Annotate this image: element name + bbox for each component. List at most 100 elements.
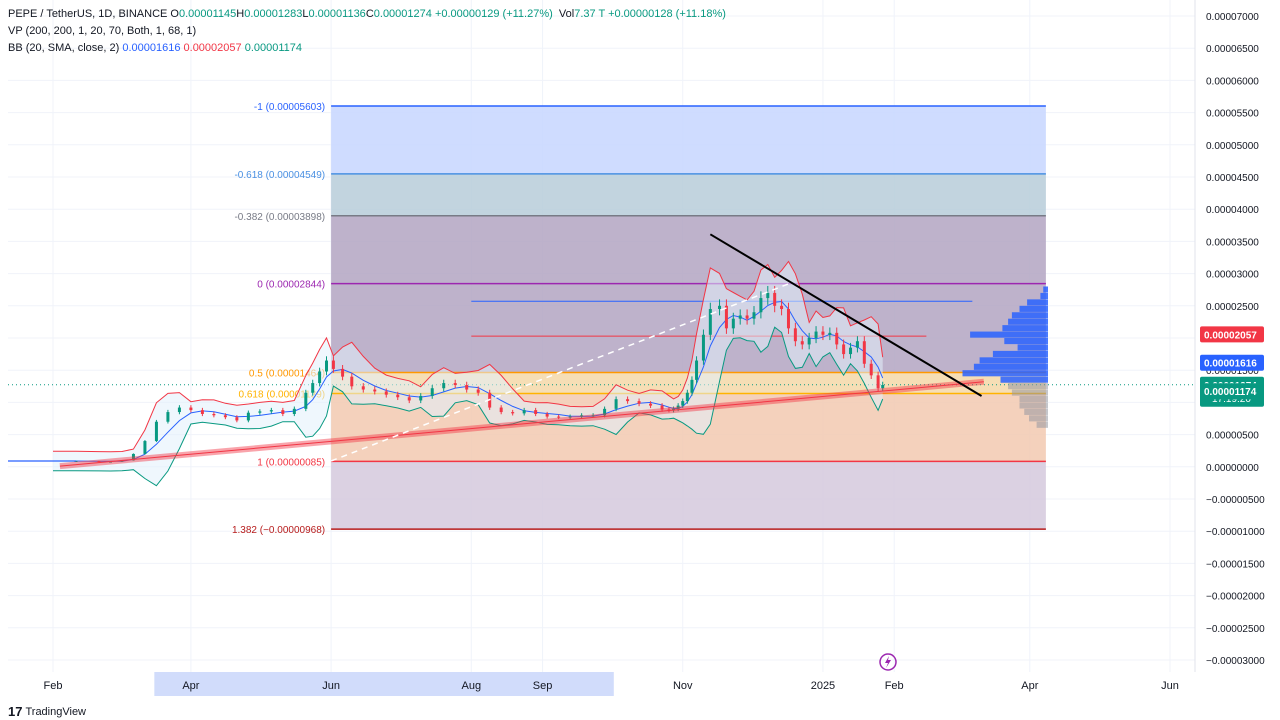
candle-body xyxy=(649,403,653,406)
candle-body xyxy=(465,385,469,390)
candle-body xyxy=(341,368,345,377)
candle-body xyxy=(855,341,859,348)
bb-band-fill xyxy=(53,261,883,486)
vp-bar xyxy=(973,363,1048,370)
y-tick-label: 0.00006000 xyxy=(1206,76,1259,87)
vp-bar xyxy=(1000,376,1048,383)
y-tick-label: −0.00001500 xyxy=(1206,559,1265,570)
vp-indicator-label[interactable]: VP (200, 200, 1, 20, 70, Both, 1, 68, 1) xyxy=(8,25,197,37)
ohlc-values: O0.00001145H0.00001283L0.00001136C0.0000… xyxy=(170,8,431,20)
x-tick-label: Sep xyxy=(533,680,553,692)
vp-bar xyxy=(1036,421,1048,428)
price-tag-3[interactable] xyxy=(1200,383,1264,400)
candle-body xyxy=(876,375,880,389)
y-tick-label: 0.00004000 xyxy=(1206,205,1259,216)
candle-body xyxy=(759,298,763,313)
candle-body xyxy=(476,389,480,393)
ohlc-value-h: 0.00001283 xyxy=(244,8,303,20)
candle-body xyxy=(568,416,572,418)
price-tag-label: 0.00001174 xyxy=(1204,387,1257,398)
candle-body xyxy=(246,412,250,421)
bb-upper-value: 0.00002057 xyxy=(183,42,242,54)
y-tick-label: 0.00003000 xyxy=(1206,270,1259,281)
bb-lower-line[interactable] xyxy=(53,326,884,487)
candle-body xyxy=(384,391,388,395)
vp-bar xyxy=(1011,389,1048,396)
bb-basis-value: 0.00001616 xyxy=(122,42,181,54)
candle-body xyxy=(828,332,832,335)
candle-body xyxy=(672,408,676,411)
trendline-dashed[interactable] xyxy=(330,283,789,462)
price-tag-0[interactable] xyxy=(1200,326,1264,343)
footer-brand[interactable]: 17 TradingView xyxy=(8,704,86,719)
lightning-icon[interactable] xyxy=(879,653,897,671)
fib-level-label-0: 0 (0.00002844) xyxy=(257,280,325,291)
fib-zone--0.618 xyxy=(331,173,1046,216)
candle-body xyxy=(807,338,811,345)
candle-body xyxy=(660,405,664,410)
candle-body xyxy=(800,341,804,345)
trendline-support[interactable] xyxy=(59,381,984,467)
candle-body xyxy=(708,309,712,335)
candle-body xyxy=(189,407,193,411)
fib-zone--0.382 xyxy=(331,215,1046,284)
x-tick-label: Aug xyxy=(462,680,482,692)
vp-legend-row[interactable]: VP (200, 200, 1, 20, 70, Both, 1, 68, 1) xyxy=(8,23,726,40)
candle-body xyxy=(814,331,818,338)
candle-body xyxy=(591,415,595,417)
fib-level-label--0.618: -0.618 (0.00004549) xyxy=(234,170,325,181)
candle-body xyxy=(396,394,400,398)
x-tick-label: 2025 xyxy=(811,680,835,692)
vp-bar xyxy=(1004,338,1048,345)
candle-body xyxy=(154,421,158,442)
candle-body xyxy=(676,405,680,409)
candle-body xyxy=(419,395,423,401)
candle-body xyxy=(614,399,618,409)
chart-legend: PEPE / TetherUS, 1D, BINANCE O0.00001145… xyxy=(8,6,726,57)
candle-body xyxy=(361,386,365,390)
bb-upper-line[interactable] xyxy=(53,260,884,453)
ohlc-key-o: O xyxy=(170,8,179,20)
candle-body xyxy=(430,388,434,396)
fib-zone-0 xyxy=(331,283,1046,373)
x-tick-label: Apr xyxy=(1021,680,1038,692)
candle-body xyxy=(545,413,549,417)
fib-level-label--0.382: -0.382 (0.00003898) xyxy=(234,212,325,223)
bb-indicator-label[interactable]: BB (20, SMA, close, 2) xyxy=(8,42,120,54)
candle-body xyxy=(534,410,538,414)
candle-body xyxy=(786,309,790,329)
candle-body xyxy=(667,409,671,411)
price-tag-label: 0.00002057 xyxy=(1204,330,1257,341)
candle-body xyxy=(881,385,885,389)
candle-body xyxy=(373,389,377,392)
candle-body xyxy=(793,328,797,342)
symbol-title[interactable]: PEPE / TetherUS, 1D, BINANCE xyxy=(8,8,168,20)
bb-basis-line[interactable] xyxy=(53,300,884,462)
candle-body xyxy=(695,360,699,380)
price-tag-label: 0.00001616 xyxy=(1204,359,1257,370)
candle-body xyxy=(724,305,728,329)
tradingview-logo-icon: 17 xyxy=(8,704,23,719)
trendline-resistance[interactable] xyxy=(709,233,983,397)
vp-bar xyxy=(992,350,1048,357)
vp-bar xyxy=(1011,312,1048,319)
candle-body xyxy=(442,383,446,389)
y-tick-label: 0.00007000 xyxy=(1206,12,1259,23)
candle-body xyxy=(685,392,689,402)
candle-body xyxy=(311,383,315,393)
candle-body xyxy=(223,415,227,418)
volume-label: Vol xyxy=(558,8,575,20)
bb-legend-row[interactable]: BB (20, SMA, close, 2) 0.00001616 0.0000… xyxy=(8,40,726,57)
price-tag-1[interactable] xyxy=(1200,354,1264,371)
symbol-legend-row[interactable]: PEPE / TetherUS, 1D, BINANCE O0.00001145… xyxy=(8,6,726,23)
candle-body xyxy=(453,383,457,386)
y-tick-label: 0.00004500 xyxy=(1206,173,1259,184)
candle-body xyxy=(325,360,329,372)
candle-body xyxy=(752,312,756,319)
candle-body xyxy=(718,305,722,310)
candle-body xyxy=(821,331,825,335)
ohlc-key-l: L xyxy=(302,8,309,20)
x-tick-label: Jun xyxy=(322,680,340,692)
candle-body xyxy=(120,460,124,462)
